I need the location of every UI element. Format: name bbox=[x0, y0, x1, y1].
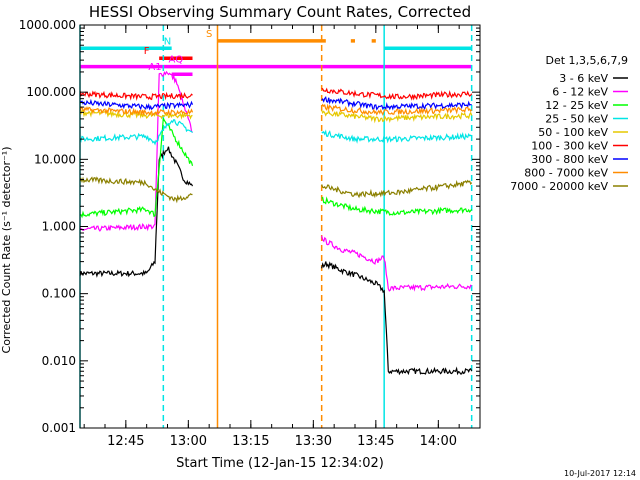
series-line bbox=[321, 129, 473, 144]
legend-title: Det 1,3,5,6,7,9 bbox=[545, 54, 628, 67]
x-tick-label: 13:45 bbox=[357, 434, 394, 449]
x-tick-label: 13:15 bbox=[232, 434, 269, 449]
flag-bars: N S F AQ A1 bbox=[80, 29, 472, 76]
legend-label: 3 - 6 keV bbox=[559, 72, 608, 85]
legend-label: 25 - 50 keV bbox=[545, 113, 608, 126]
x-tick-label: 13:30 bbox=[295, 434, 332, 449]
flag-label: S bbox=[206, 29, 212, 40]
legend-label: 50 - 100 keV bbox=[538, 126, 608, 139]
x-tick-label: 13:00 bbox=[170, 434, 207, 449]
y-tick-label: 0.001 bbox=[42, 421, 76, 435]
legend-label: 12 - 25 keV bbox=[545, 99, 608, 112]
series-lines bbox=[79, 70, 473, 376]
series-line bbox=[79, 70, 193, 232]
legend-label: 100 - 300 keV bbox=[531, 140, 608, 153]
y-tick-label: 100.000 bbox=[26, 85, 76, 99]
flag-label: A1 bbox=[148, 62, 161, 73]
flag-label: N bbox=[164, 36, 171, 47]
flag-label: AQ bbox=[169, 55, 184, 66]
series-line bbox=[321, 196, 473, 216]
series-line bbox=[321, 87, 473, 101]
flag-label: F bbox=[144, 46, 150, 57]
plot-timestamp: 10-Jul-2017 12:14 bbox=[564, 469, 636, 478]
y-axis-label: Corrected Count Rate (s⁻¹ detector⁻¹) bbox=[0, 147, 13, 354]
legend-label: 800 - 7000 keV bbox=[524, 167, 608, 180]
legend-label: 7000 - 20000 keV bbox=[510, 180, 608, 193]
series-line bbox=[79, 90, 193, 101]
y-tick-label: 0.100 bbox=[42, 287, 76, 301]
series-line bbox=[79, 176, 193, 204]
series-line bbox=[321, 261, 473, 376]
series-line bbox=[80, 98, 194, 111]
series-line bbox=[79, 146, 194, 278]
series-line bbox=[321, 103, 473, 116]
y-tick-label: 0.010 bbox=[42, 354, 76, 368]
y-tick-label: 10.000 bbox=[34, 152, 76, 166]
y-tick-label: 1.000 bbox=[42, 220, 76, 234]
series-line bbox=[79, 119, 193, 146]
legend-label: 300 - 800 keV bbox=[531, 153, 608, 166]
series-line bbox=[321, 179, 473, 199]
series-line bbox=[321, 95, 472, 111]
x-axis-ticks: 12:45 13:00 13:15 13:30 13:45 14:00 bbox=[83, 25, 460, 449]
y-axis-ticks: 1000.000 100.000 10.000 1.000 0.100 0.010 0.00… bbox=[19, 18, 480, 435]
x-axis-label: Start Time (12-Jan-15 12:34:02) bbox=[176, 456, 384, 471]
chart-title: HESSI Observing Summary Count Rates, Cor… bbox=[89, 3, 471, 21]
x-tick-label: 12:45 bbox=[107, 434, 144, 449]
y-tick-label: 1000.000 bbox=[19, 18, 76, 32]
series-line bbox=[321, 235, 473, 292]
series-line bbox=[79, 117, 194, 219]
series-line bbox=[79, 106, 194, 117]
series-line bbox=[321, 108, 473, 124]
x-tick-label: 14:00 bbox=[420, 434, 457, 449]
legend-label: 6 - 12 keV bbox=[552, 86, 608, 99]
